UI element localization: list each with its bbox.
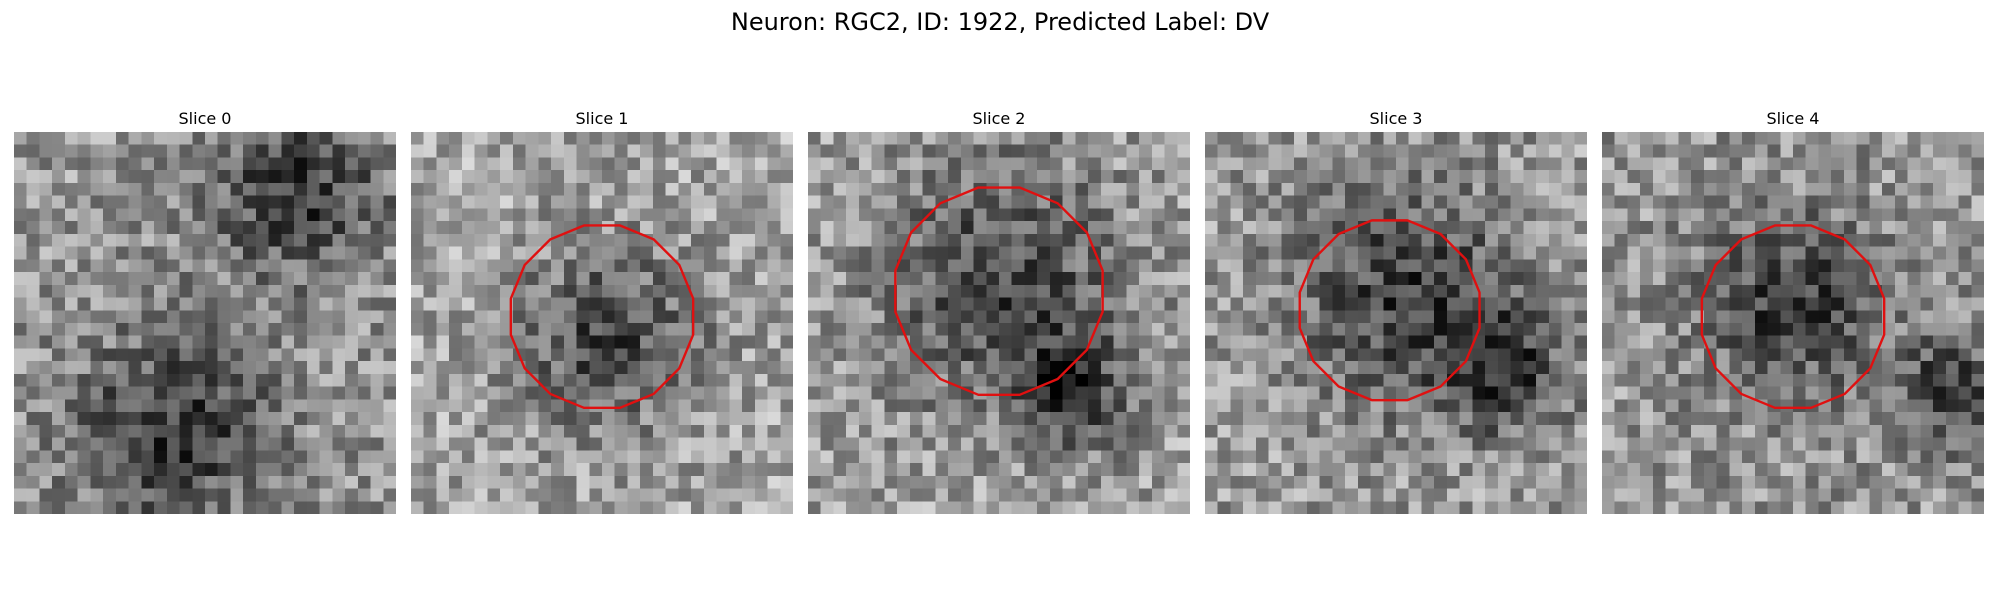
slice-panel-2: Slice 2	[808, 106, 1190, 514]
slice-title: Slice 2	[972, 109, 1026, 128]
roi-contour	[1300, 220, 1480, 400]
slice-panel-4: Slice 4	[1602, 106, 1984, 514]
roi-contour	[1702, 225, 1884, 407]
slice-image	[808, 132, 1190, 514]
slice-image	[1205, 132, 1587, 514]
roi-contour	[511, 225, 693, 407]
slice-image	[1602, 132, 1984, 514]
slice-image	[14, 132, 396, 514]
slice-panel-3: Slice 3	[1205, 106, 1587, 514]
slice-panel-1: Slice 1	[411, 106, 793, 514]
slice-panel-0: Slice 0	[14, 106, 396, 514]
slice-image	[411, 132, 793, 514]
figure-title: Neuron: RGC2, ID: 1922, Predicted Label:…	[730, 8, 1270, 36]
slice-title: Slice 1	[575, 109, 629, 128]
slice-title: Slice 3	[1369, 109, 1423, 128]
roi-contour	[895, 188, 1102, 395]
slice-title: Slice 4	[1766, 109, 1820, 128]
slice-title: Slice 0	[178, 109, 232, 128]
